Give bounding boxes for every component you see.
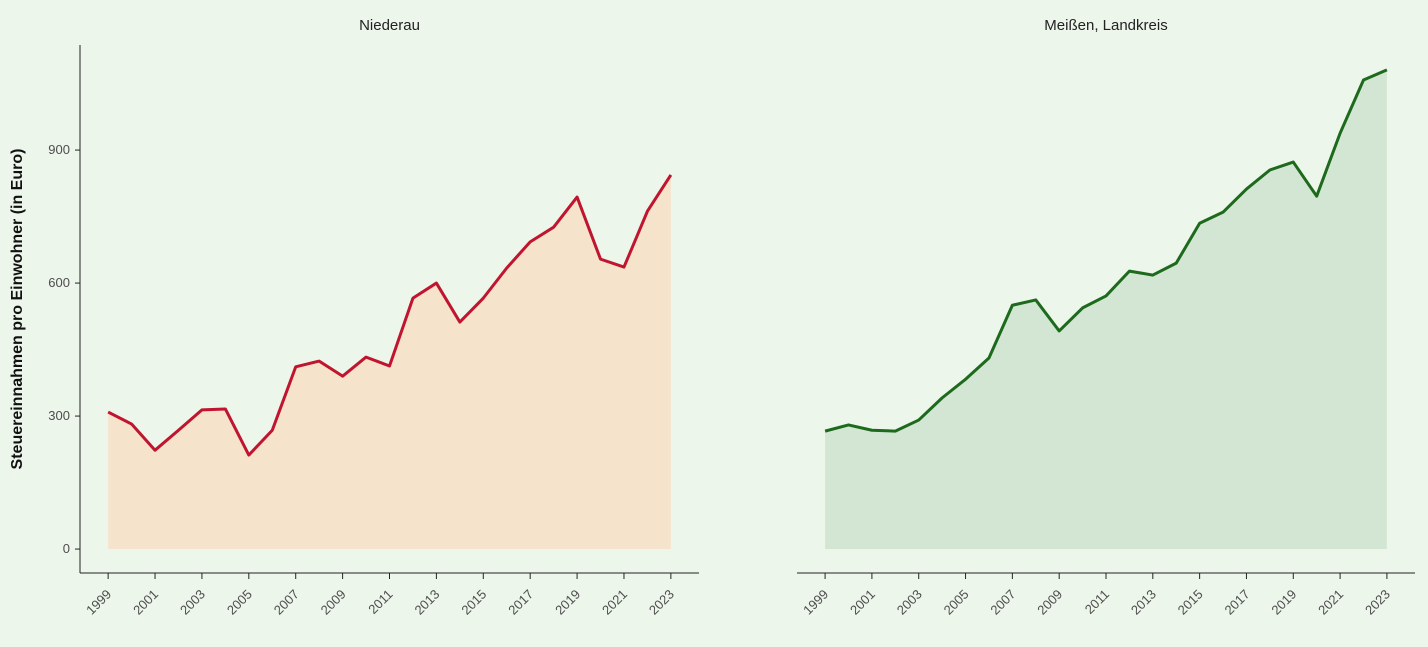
y-tick-label: 300 [48,408,70,423]
panel-title: Meißen, Landkreis [1044,17,1167,34]
line [107,174,673,457]
y-tick-label: 0 [63,541,70,556]
x-tick-label: 2019 [1268,587,1299,618]
x-tick-label: 2005 [224,587,255,618]
y-tick-label: 900 [48,142,70,157]
area [825,69,1387,550]
y-axis-label: Steuereinnahmen pro Einwohner (in Euro) [9,149,26,470]
x-tick-label: 2013 [1128,587,1159,618]
x-tick-label: 2003 [894,587,925,618]
x-tick-label: 2007 [271,587,302,618]
x-tick-label: 2007 [987,587,1018,618]
x-tick-label: 2021 [1315,587,1346,618]
x-tick-label: 2009 [318,587,349,618]
x-tick-label: 2023 [1362,587,1393,618]
x-tick-label: 2001 [130,587,161,618]
x-tick-label: 2021 [599,587,630,618]
x-tick-label: 2001 [847,587,878,618]
x-tick-label: 2009 [1034,587,1065,618]
x-tick-label: 2015 [458,587,489,618]
x-tick-label: 2005 [941,587,972,618]
x-tick-label: 1999 [83,587,114,618]
x-tick-label: 2011 [365,587,395,617]
panel-title: Niederau [359,17,420,34]
x-tick-label: 2013 [411,587,442,618]
x-tick-label: 2019 [552,587,583,618]
line [824,68,1388,433]
y-tick-label: 600 [48,275,70,290]
x-tick-label: 2017 [505,587,536,618]
x-tick-label: 2017 [1222,587,1253,618]
x-tick-label: 1999 [800,587,831,618]
x-tick-label: 2011 [1082,587,1112,617]
x-tick-label: 2003 [177,587,208,618]
x-tick-label: 2023 [646,587,677,618]
x-tick-label: 2015 [1175,587,1206,618]
